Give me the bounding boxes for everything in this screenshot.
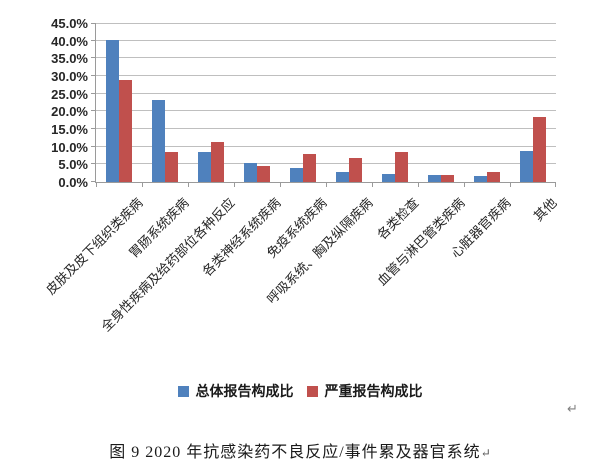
bar-总体报告构成比 [428, 174, 441, 182]
bar-严重报告构成比 [211, 142, 224, 182]
bar-group [188, 23, 234, 182]
chart-legend: 总体报告构成比 严重报告构成比 [0, 383, 600, 399]
y-axis-tick [91, 39, 96, 41]
figure-caption: 图 9 2020 年抗感染药不良反应/事件累及器官系统↵ [0, 438, 600, 462]
x-axis-category-label: 胃肠系统疾病 [125, 195, 192, 261]
legend-item: 总体报告构成比 [177, 381, 294, 401]
bar-groups [96, 23, 556, 182]
x-axis-tick [234, 182, 235, 187]
legend-item: 严重报告构成比 [306, 381, 423, 401]
bar-group [142, 23, 188, 182]
y-axis-tick-label: 20.0% [51, 104, 88, 120]
gridline [96, 57, 556, 59]
y-axis-tick-label: 10.0% [51, 139, 88, 155]
y-axis-tick-label: 25.0% [51, 86, 88, 102]
legend-label: 总体报告构成比 [195, 383, 294, 399]
x-axis-tick [280, 182, 281, 187]
bar-总体报告构成比 [244, 162, 257, 182]
bar-严重报告构成比 [533, 117, 546, 182]
y-axis-tick [91, 181, 96, 182]
bar-总体报告构成比 [382, 173, 395, 182]
x-axis-category-label: 心脏器官疾病 [447, 195, 514, 261]
y-axis-tick-label: 35.0% [51, 51, 88, 67]
caption-return-mark: ↵ [480, 446, 491, 460]
y-axis-tick [91, 23, 96, 24]
bar-总体报告构成比 [336, 172, 349, 182]
bar-严重报告构成比 [165, 152, 178, 182]
y-axis-tick [91, 163, 96, 165]
x-axis-tick [418, 182, 419, 187]
bar-总体报告构成比 [520, 150, 533, 182]
bar-严重报告构成比 [441, 174, 454, 182]
x-axis-tick [555, 182, 556, 187]
y-axis-tick-label: 30.0% [51, 69, 88, 84]
y-axis-tick-label: 40.0% [51, 33, 88, 49]
x-axis-category-label: 各类检查 [374, 195, 422, 243]
x-axis-category-label: 皮肤及皮下组织类疾病 [43, 195, 146, 298]
y-axis-tick [91, 92, 96, 94]
bar-总体报告构成比 [474, 176, 487, 182]
y-axis-tick-label: 45.0% [51, 16, 88, 31]
figure-caption-text: 图 9 2020 年抗感染药不良反应/事件累及器官系统 [109, 444, 481, 461]
x-axis-category-label: 免疫系统疾病 [263, 195, 330, 261]
gridline [96, 145, 556, 147]
bar-group [234, 23, 280, 182]
gridline [96, 110, 556, 112]
bar-严重报告构成比 [257, 166, 270, 182]
gridline [96, 163, 556, 165]
bar-group [372, 23, 418, 182]
x-axis-tick [188, 182, 189, 187]
bar-group [464, 23, 510, 182]
y-axis-tick [91, 75, 96, 76]
bar-chart: 0.0% 5.0% 10.0% 15.0% 20.0% 25.0% 30.0% 35.0% 40… [0, 16, 600, 399]
y-axis-tick [91, 145, 96, 147]
x-axis-category-label: 呼吸系统、胸及纵隔疾病 [263, 195, 376, 307]
y-axis-tick-label: 15.0% [51, 122, 88, 137]
bar-总体报告构成比 [290, 167, 303, 182]
bar-总体报告构成比 [198, 152, 211, 182]
bar-总体报告构成比 [152, 100, 165, 182]
x-axis-tick [96, 182, 97, 187]
legend-label: 严重报告构成比 [324, 383, 423, 399]
y-axis-tick [91, 57, 96, 59]
x-axis-category-label: 其他 [530, 195, 560, 225]
x-axis-tick [372, 182, 373, 187]
x-axis-tick [142, 182, 143, 187]
bar-group [326, 23, 372, 182]
plot-area [91, 23, 556, 187]
x-axis-tick [326, 182, 327, 187]
bar-group [280, 23, 326, 182]
bar-严重报告构成比 [395, 152, 408, 182]
gridline [96, 92, 556, 94]
y-axis-tick [91, 128, 96, 129]
legend-swatch-icon [306, 385, 318, 397]
bar-严重报告构成比 [349, 157, 362, 182]
gridline [96, 75, 556, 76]
x-axis-tick [464, 182, 465, 187]
legend-swatch-icon [177, 385, 189, 397]
bar-严重报告构成比 [303, 154, 316, 182]
bar-严重报告构成比 [487, 172, 500, 182]
x-axis-tick [510, 182, 511, 187]
x-axis-category-label: 血管与淋巴管类疾病 [374, 195, 468, 289]
bar-严重报告构成比 [119, 80, 132, 182]
bar-总体报告构成比 [106, 39, 119, 182]
y-axis-tick [91, 110, 96, 112]
gridline [96, 39, 556, 41]
bar-group [96, 23, 142, 182]
bar-group [418, 23, 464, 182]
y-axis-tick-label: 0.0% [58, 175, 88, 190]
gridline [96, 23, 556, 24]
bar-group [510, 23, 556, 182]
paragraph-return-mark: ↵ [567, 401, 578, 416]
x-axis-category-label: 全身性疾病及给药部位各种反应 [98, 195, 238, 335]
x-axis-category-label: 各类神经系统疾病 [199, 195, 284, 280]
y-axis-tick-label: 5.0% [58, 157, 88, 173]
gridline [96, 128, 556, 129]
